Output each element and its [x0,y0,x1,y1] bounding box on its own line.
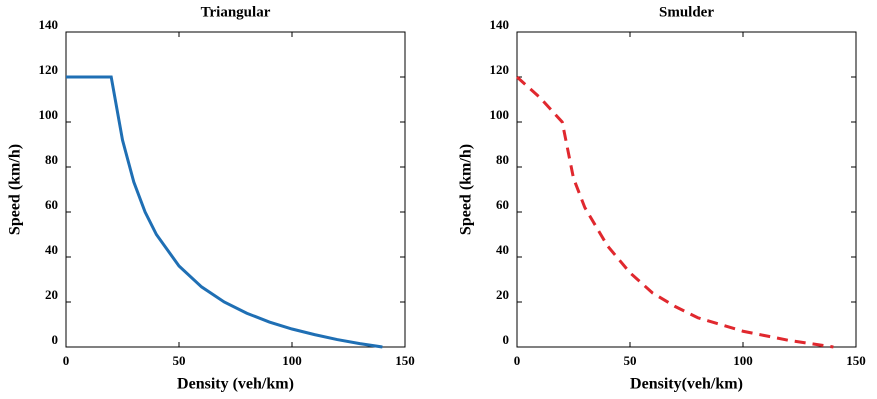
y-tick-label: 80 [496,152,509,167]
x-tick-label: 50 [173,353,186,368]
series-line [66,75,383,349]
plot-frame [516,31,857,348]
x-tick-label: 150 [395,353,415,368]
y-tick-label: 80 [45,152,58,167]
x-tick-label: 0 [514,353,521,368]
series-line [515,75,834,349]
y-tick-label: 40 [496,242,509,257]
y-tick-label: 140 [39,17,59,32]
y-axis-label: Speed (km/h) [7,144,24,235]
y-tick-label: 60 [45,197,58,212]
y-tick-label: 0 [503,332,510,347]
y-tick-label: 140 [490,17,510,32]
chart-title: Smulder [659,4,714,20]
y-tick-label: 120 [39,62,59,77]
x-tick-label: 0 [63,353,70,368]
x-tick-label: 150 [846,353,866,368]
plot-frame [65,31,406,348]
y-axis-label: Speed (km/h) [458,144,475,235]
y-tick-label: 100 [39,107,59,122]
y-tick-label: 120 [490,62,510,77]
x-axis-label: Density (veh/km) [177,376,294,393]
x-tick-label: 100 [733,353,753,368]
chart-title: Triangular [201,4,271,20]
x-tick-label: 100 [282,353,302,368]
y-tick-label: 20 [496,287,509,302]
y-tick-label: 20 [45,287,58,302]
x-axis-label: Density(veh/km) [630,376,743,393]
y-tick-label: 60 [496,197,509,212]
y-tick-label: 40 [45,242,58,257]
y-tick-label: 0 [52,332,59,347]
y-tick-label: 100 [490,107,510,122]
x-tick-label: 50 [624,353,637,368]
